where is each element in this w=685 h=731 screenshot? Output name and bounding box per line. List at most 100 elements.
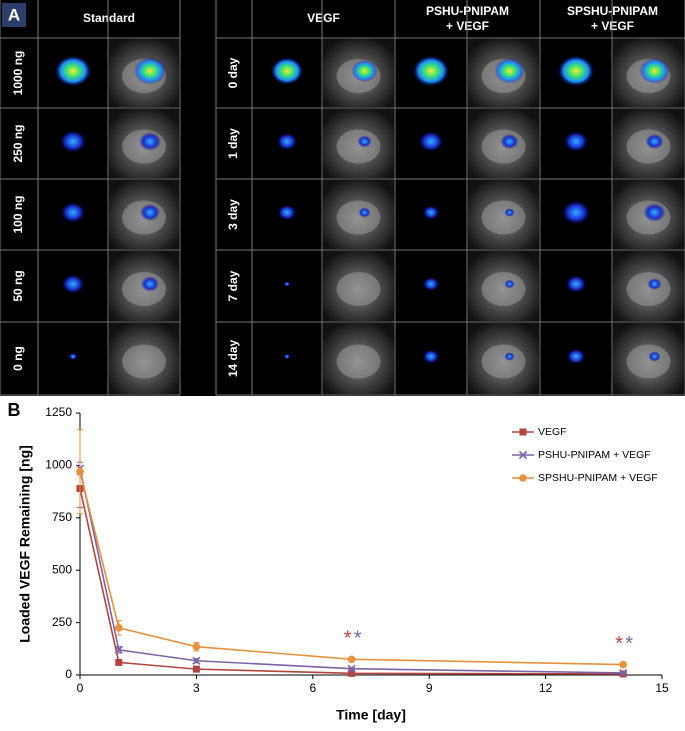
signal bbox=[504, 279, 515, 289]
x-tick-label: 15 bbox=[655, 681, 669, 695]
image-organ bbox=[336, 200, 381, 235]
marker bbox=[115, 624, 123, 632]
row-label: 50 ng bbox=[11, 270, 25, 301]
marker bbox=[518, 450, 528, 460]
legend-label: SPSHU-PNIPAM + VEGF bbox=[538, 472, 658, 484]
row-label: 1 day bbox=[226, 128, 240, 159]
signal bbox=[278, 204, 296, 221]
panel-label: B bbox=[8, 400, 21, 420]
marker bbox=[115, 658, 123, 666]
column-header: Standard bbox=[83, 11, 135, 25]
signal bbox=[645, 133, 664, 150]
signal bbox=[419, 131, 443, 152]
panel-a: AStandardVEGFPSHU-PNIPAM+ VEGFSPSHU-PNIP… bbox=[0, 0, 685, 396]
marker bbox=[519, 428, 527, 436]
image-organ bbox=[481, 200, 526, 235]
signal bbox=[500, 133, 519, 150]
signal bbox=[55, 55, 91, 87]
image-organ bbox=[481, 272, 526, 306]
signal bbox=[564, 131, 588, 152]
series-line bbox=[79, 468, 624, 674]
row-label: 14 day bbox=[226, 339, 240, 377]
row-label: 250 ng bbox=[11, 124, 25, 162]
signal bbox=[271, 57, 303, 85]
signal bbox=[141, 276, 159, 292]
x-axis-title: Time [day] bbox=[336, 707, 406, 723]
signal bbox=[284, 281, 290, 287]
column-header: VEGF bbox=[307, 11, 340, 25]
y-tick-label: 1000 bbox=[45, 458, 72, 472]
signal bbox=[351, 59, 378, 83]
marker bbox=[348, 669, 356, 677]
panel-label: A bbox=[8, 5, 20, 24]
image-organ bbox=[481, 344, 526, 379]
y-axis-title: Loaded VEGF Remaining [ng] bbox=[17, 445, 33, 643]
signal bbox=[60, 130, 86, 153]
x-tick-label: 6 bbox=[309, 681, 316, 695]
marker bbox=[619, 660, 627, 669]
image-organ bbox=[122, 344, 166, 379]
signal bbox=[413, 55, 449, 87]
panel-label-box bbox=[2, 3, 26, 27]
significance-marker: * bbox=[615, 633, 623, 655]
marker bbox=[347, 664, 356, 673]
signal bbox=[277, 133, 297, 150]
signal bbox=[423, 277, 439, 291]
row-label: 0 ng bbox=[11, 346, 25, 371]
signal bbox=[61, 202, 85, 223]
marker bbox=[192, 665, 200, 673]
series-line bbox=[79, 488, 624, 675]
x-tick-label: 9 bbox=[426, 681, 433, 695]
marker bbox=[519, 474, 527, 482]
y-tick-label: 500 bbox=[52, 562, 72, 576]
signal bbox=[358, 207, 371, 218]
signal bbox=[423, 349, 439, 364]
x-tick-label: 3 bbox=[193, 681, 200, 695]
signal bbox=[134, 57, 166, 85]
legend-label: VEGF bbox=[538, 426, 567, 438]
signal bbox=[284, 353, 290, 360]
row-label: 100 ng bbox=[11, 195, 25, 233]
signal bbox=[558, 55, 594, 87]
row-label: 0 day bbox=[226, 57, 240, 88]
y-tick-label: 250 bbox=[52, 615, 72, 629]
marker bbox=[192, 642, 201, 651]
signal bbox=[567, 348, 585, 365]
image-organ bbox=[336, 129, 381, 164]
legend-label: PSHU-PNIPAM + VEGF bbox=[538, 449, 651, 461]
signal bbox=[423, 205, 439, 220]
signal bbox=[140, 204, 160, 221]
signal bbox=[648, 351, 661, 362]
series-line bbox=[79, 471, 624, 666]
y-tick-label: 0 bbox=[65, 667, 72, 681]
marker bbox=[347, 655, 356, 664]
marker bbox=[619, 668, 628, 677]
image-organ bbox=[626, 272, 671, 306]
significance-marker: * bbox=[354, 628, 362, 650]
significance-marker: * bbox=[625, 633, 633, 655]
signal bbox=[139, 132, 161, 151]
y-tick-label: 750 bbox=[52, 510, 72, 524]
y-tick-label: 1250 bbox=[45, 405, 72, 419]
marker bbox=[192, 656, 201, 665]
signal bbox=[62, 274, 84, 294]
x-tick-label: 12 bbox=[539, 681, 553, 695]
signal bbox=[504, 208, 515, 217]
row-label: 3 day bbox=[226, 199, 240, 230]
signal bbox=[643, 203, 666, 222]
row-label: 1000 ng bbox=[11, 51, 25, 96]
row-label: 7 day bbox=[226, 270, 240, 301]
marker bbox=[114, 645, 123, 654]
signal bbox=[357, 135, 372, 148]
image-organ bbox=[626, 344, 671, 379]
panel-b: B 0 250 500 750 1000 1250 0 3 6 9 12 15 Time [day] Loa… bbox=[8, 400, 669, 723]
signal bbox=[562, 200, 590, 225]
image-organ bbox=[336, 344, 381, 379]
x-tick-label: 0 bbox=[77, 681, 84, 695]
significance-marker: * bbox=[344, 628, 352, 650]
marker bbox=[76, 467, 84, 476]
image-organ bbox=[336, 272, 381, 306]
signal bbox=[494, 58, 525, 84]
